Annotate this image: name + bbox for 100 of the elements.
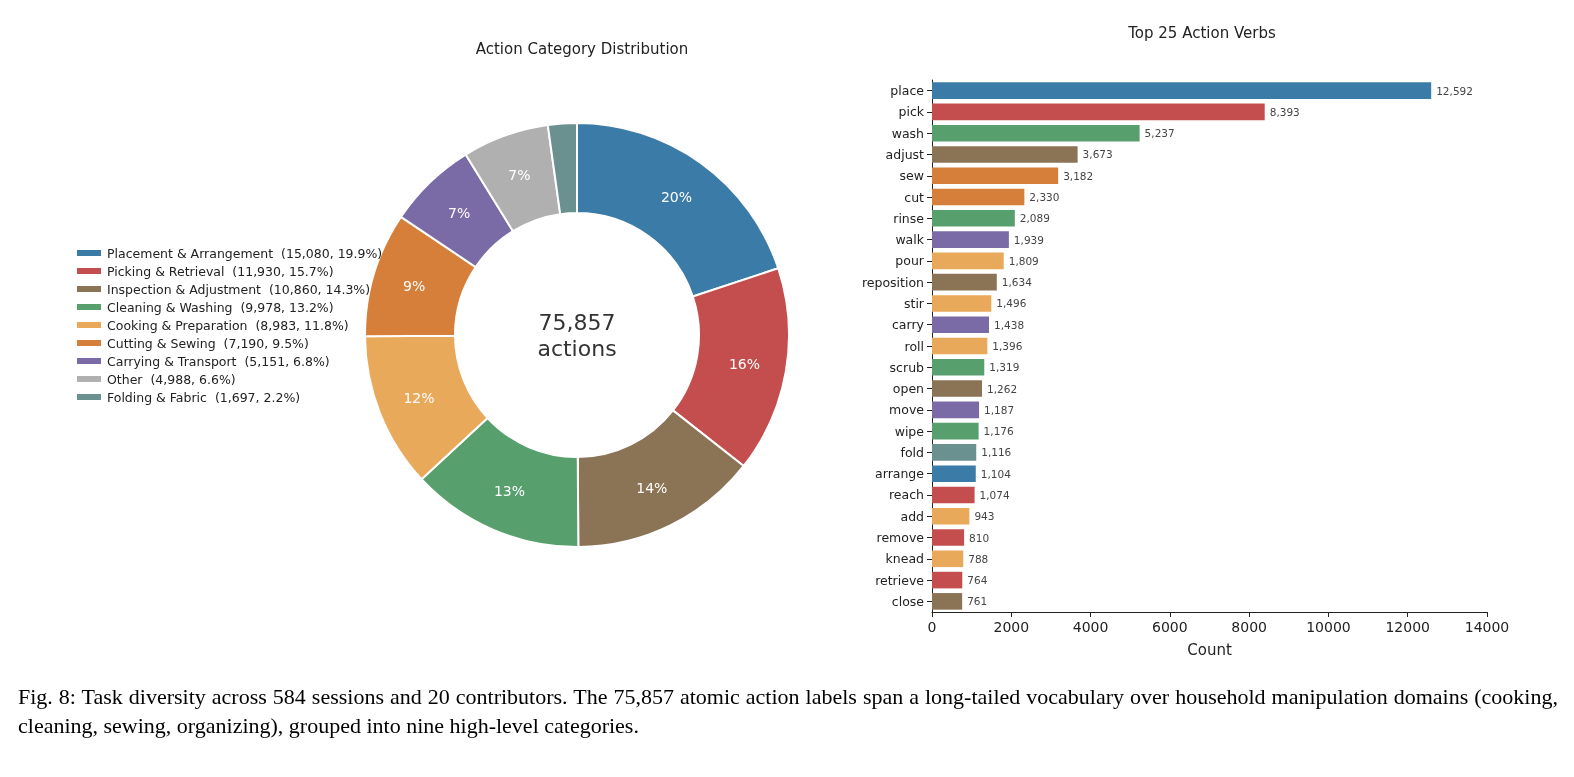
legend-label: Inspection & Adjustment (10,860, 14.3%): [107, 281, 371, 297]
data-label: 3,673: [1082, 148, 1113, 161]
legend-label: Placement & Arrangement (15,080, 19.9%): [107, 245, 383, 261]
data-label: 12%: [403, 389, 435, 406]
bar: [932, 571, 963, 589]
data-label: 1,104: [980, 467, 1012, 480]
y-tick-label: cut: [904, 189, 925, 205]
y-tick-label: place: [890, 83, 925, 99]
x-tick-label: 10000: [1306, 619, 1351, 635]
bar: [932, 422, 979, 440]
bar: [932, 380, 983, 397]
bar: [932, 295, 992, 312]
data-label: 1,438: [994, 318, 1025, 331]
bar: [932, 167, 1059, 185]
data-label: 810: [969, 531, 990, 544]
y-tick-label: adjust: [885, 146, 925, 162]
data-label: 8,393: [1269, 105, 1300, 118]
y-tick-label: scrub: [889, 359, 925, 375]
chart-title: Action Category Distribution: [475, 39, 689, 58]
y-tick-label: rinse: [893, 210, 925, 226]
x-tick-label: 0: [927, 619, 937, 635]
bar: [932, 507, 970, 525]
data-label: 16%: [728, 356, 761, 373]
bar: [932, 82, 1432, 99]
bar: [932, 444, 977, 461]
y-tick-label: pick: [898, 104, 925, 120]
bar: [932, 231, 1009, 248]
y-tick-label: wash: [891, 125, 924, 141]
legend-label: Carrying & Transport (5,151, 6.8%): [107, 353, 330, 369]
data-label: 1,809: [1008, 254, 1039, 267]
data-label: 1,176: [983, 425, 1014, 438]
legend-label: Folding & Fabric (1,697, 2.2%): [107, 389, 301, 405]
x-tick-label: 2000: [993, 619, 1030, 635]
legend-label: Other (4,988, 6.6%): [107, 371, 236, 387]
bar: [932, 401, 980, 419]
legend-label: Cooking & Preparation (8,983, 11.8%): [107, 317, 349, 333]
y-tick-label: arrange: [875, 466, 925, 482]
x-tick-label: 6000: [1152, 619, 1188, 635]
y-tick-label: reach: [888, 487, 924, 503]
bar: [932, 486, 975, 504]
legend-label: Cleaning & Washing (9,978, 13.2%): [107, 299, 334, 315]
bar: [932, 337, 988, 355]
y-tick-label: sew: [899, 168, 924, 184]
bar: [932, 550, 964, 568]
bar: [932, 252, 1004, 270]
bar: [932, 124, 1140, 142]
y-tick-label: stir: [903, 295, 925, 311]
caption: Fig. 8: Task diversity across 584 sessions and 20 contributors. The 75,857 atomic action labels span a long-tailed vocabulary over household manipulation domains (cooking, cleaning, sewing, organizing), grouped into nine high-level categories.: [18, 683, 1558, 740]
data-label: 1,939: [1013, 233, 1044, 246]
data-label: 7%: [508, 167, 531, 184]
data-label: 1,074: [979, 488, 1010, 501]
chart-title: Top 25 Action Verbs: [1127, 23, 1276, 42]
bar: [932, 188, 1025, 206]
y-tick-label: retrieve: [875, 572, 925, 588]
data-label: 943: [974, 510, 995, 523]
data-label: 761: [967, 595, 988, 608]
y-tick-label: roll: [904, 338, 924, 354]
y-tick-label: fold: [900, 444, 924, 460]
data-label: 13%: [493, 483, 526, 500]
y-tick-label: add: [900, 508, 924, 524]
data-label: 1,262: [987, 382, 1018, 395]
data-label: 12,592: [1436, 84, 1473, 97]
bar: [932, 103, 1265, 121]
x-tick-label: 4000: [1072, 619, 1109, 635]
bar: [932, 593, 963, 610]
y-tick-label: move: [889, 402, 925, 418]
bar: [932, 273, 997, 291]
legend-label: Picking & Retrieval (11,930, 15.7%): [107, 263, 334, 279]
x-tick-label: 12000: [1385, 619, 1430, 635]
bar: [932, 358, 985, 376]
x-tick-label: 8000: [1231, 619, 1267, 635]
data-label: 1,319: [989, 361, 1020, 374]
y-tick-label: remove: [876, 530, 925, 546]
data-label: 14%: [636, 479, 668, 496]
bar: [932, 316, 990, 334]
y-tick-label: walk: [895, 232, 925, 248]
data-label: 788: [968, 552, 989, 565]
data-label: 1,396: [992, 340, 1023, 352]
data-label: 1,187: [984, 403, 1015, 416]
y-tick-label: wipe: [894, 423, 925, 439]
data-label: 9%: [403, 278, 426, 295]
data-label: 20%: [660, 189, 693, 206]
y-tick-label: carry: [892, 317, 925, 333]
y-tick-label: reposition: [861, 274, 924, 290]
data-label: 2,089: [1019, 212, 1050, 225]
y-tick-label: pour: [895, 253, 925, 269]
bar: [932, 465, 976, 482]
y-tick-label: close: [891, 593, 925, 609]
bar: [932, 529, 965, 546]
data-label: 1,634: [1001, 276, 1033, 289]
text: 75,857 actions: [537, 309, 617, 361]
x-axis-title: Count: [1187, 640, 1232, 659]
y-tick-label: knead: [885, 551, 924, 567]
x-tick-label: 14000: [1464, 619, 1510, 635]
bar: [932, 146, 1078, 163]
data-label: 1,116: [981, 446, 1012, 459]
legend-label: Cutting & Sewing (7,190, 9.5%): [107, 335, 309, 351]
data-label: 5,237: [1144, 127, 1175, 140]
y-tick-label: open: [892, 381, 924, 397]
data-label: 764: [967, 574, 988, 587]
